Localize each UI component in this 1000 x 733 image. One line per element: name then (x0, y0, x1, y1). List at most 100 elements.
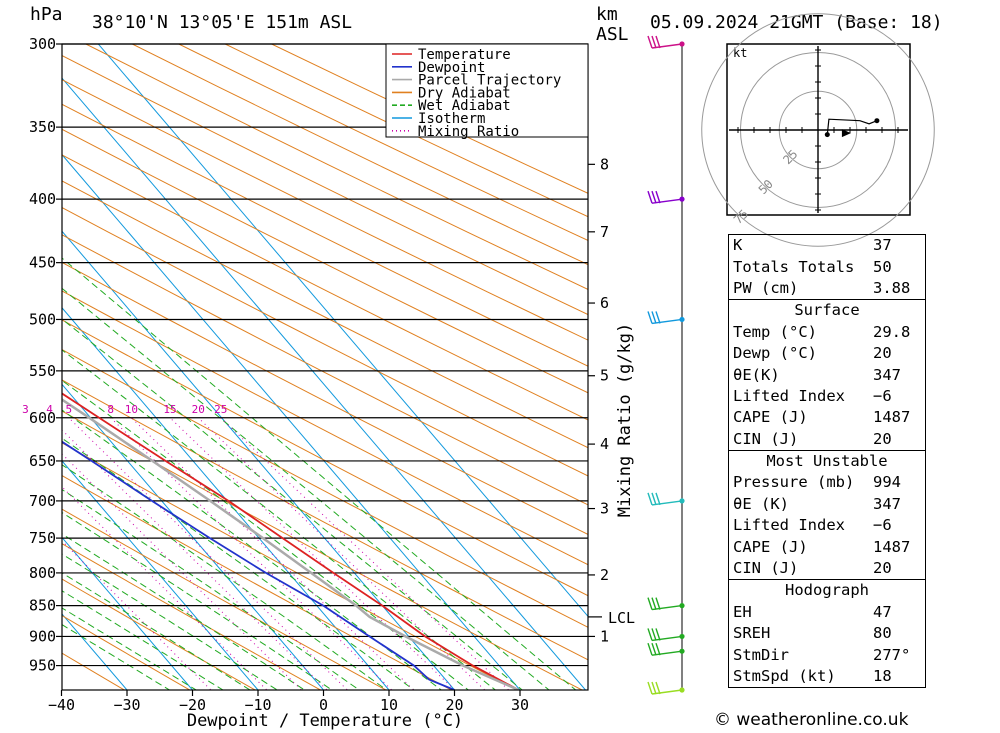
legend-entry: Mixing Ratio (418, 124, 519, 140)
index-value: −6 (869, 385, 926, 408)
pressure-label: 500 (29, 310, 56, 328)
wind-barb-flag (651, 597, 657, 610)
wind-barb (647, 492, 685, 506)
index-value: 29.8 (869, 321, 926, 343)
pressure-label: 700 (29, 492, 56, 510)
legend-entry: Isotherm (418, 111, 485, 127)
mixing-ratio-line (62, 453, 303, 690)
index-value: 994 (869, 472, 926, 494)
wet-adiabat-line (62, 553, 279, 690)
km-label: 2 (600, 566, 609, 584)
index-row: PW (cm) 3.88 (728, 277, 926, 300)
mixing-ratio-label: 5 (65, 403, 72, 416)
mixing-ratio-line (169, 417, 456, 690)
wet-adiabat-line (62, 287, 550, 690)
isotherm-line (97, 44, 588, 618)
index-label: StmSpd (kt) (728, 665, 869, 689)
index-value: 20 (869, 342, 926, 365)
index-value: 47 (869, 601, 926, 624)
wind-barb-shaft (651, 650, 683, 656)
index-row: CAPE (J) 1487 (728, 407, 926, 429)
index-row: Temp (°C) 29.8 (728, 321, 926, 343)
index-row: SREH 80 (728, 623, 926, 645)
dry-adiabat-line (224, 44, 588, 218)
mixing-ratio-label: 20 (192, 403, 205, 416)
hodograph-section: Hodograph (728, 579, 926, 602)
hodograph-start-point (824, 132, 830, 138)
wind-barb-shaft (651, 604, 683, 611)
datetime-title: 05.09.2024 21GMT (Base: 18) (650, 12, 943, 33)
index-label: Pressure (mb) (728, 472, 869, 494)
hodograph-unit: kt (733, 46, 747, 60)
index-value: 18 (869, 665, 926, 689)
wind-barb (647, 190, 685, 204)
index-label: Dewp (°C) (728, 342, 869, 365)
mixing-ratio-line (131, 417, 415, 690)
wind-barb-flag (651, 35, 657, 49)
wind-barb-flag (655, 642, 661, 656)
index-value: 80 (869, 623, 926, 645)
wet-adiabat-line (62, 590, 224, 690)
mixing-ratio-labels: 12345810152025 (22, 403, 227, 416)
wind-barb-flag (647, 642, 653, 656)
wind-barb-flag (651, 311, 657, 324)
wind-barb-flag (655, 190, 661, 204)
isotherm-line (62, 383, 324, 690)
isotherm-line (62, 153, 521, 690)
index-row: Totals Totals 50 (728, 256, 926, 278)
wind-barb-flag (651, 190, 657, 204)
index-label: Lifted Index (728, 515, 869, 537)
index-value: 1487 (869, 536, 926, 558)
wind-barb-flag (647, 311, 653, 324)
dry-adiabat-line (62, 614, 191, 690)
surface-section: Surface (728, 299, 926, 322)
index-row: θE (K) 347 (728, 493, 926, 516)
index-value: 3.88 (869, 277, 926, 300)
temperature-label: 30 (511, 696, 529, 714)
km-label: 3 (600, 500, 609, 518)
isotherm-line (62, 77, 586, 690)
pressure-label: 850 (29, 597, 56, 615)
temperature-label: 10 (380, 696, 398, 714)
indices-table: K 37 Totals Totals 50 PW (cm) 3.88 Surface Temp… (728, 234, 926, 689)
wet-adiabat-line (62, 572, 251, 690)
km-label: 4 (600, 435, 609, 453)
pressure-label: 600 (29, 409, 56, 427)
index-row: Pressure (mb) 994 (728, 472, 926, 494)
index-label: θE (K) (728, 493, 869, 516)
index-value: 50 (869, 256, 926, 278)
legend-entry: Parcel Trajectory (418, 73, 561, 89)
wind-barb-flag (651, 628, 657, 641)
index-label: CAPE (J) (728, 407, 869, 429)
index-label: CIN (J) (728, 428, 869, 451)
temperature-label: 20 (445, 696, 463, 714)
wind-barb-flag (655, 492, 661, 506)
index-label: SREH (728, 623, 869, 645)
pressure-unit-label: hPa (30, 4, 63, 25)
wind-barb-flag (655, 597, 661, 610)
index-row: Lifted Index −6 (728, 385, 926, 408)
index-label: Totals Totals (728, 256, 869, 278)
index-value: 1487 (869, 407, 926, 429)
isotherm-line (62, 536, 193, 690)
index-row: StmDir 277° (728, 644, 926, 666)
index-row: CIN (J) 20 (728, 557, 926, 580)
wind-barb-flag (647, 681, 653, 695)
copyright: © weatheronline.co.uk (714, 710, 909, 730)
legend-entry: Temperature (418, 47, 511, 63)
mixing-ratio-axis-title: Mixing Ratio (g/kg) (615, 323, 635, 517)
wind-barb-flag (651, 642, 657, 656)
wind-barb-flag (647, 597, 653, 610)
index-label: θE(K) (728, 364, 869, 386)
dry-adiabat-line (62, 508, 387, 690)
plot-frame (61, 43, 589, 691)
index-label: Lifted Index (728, 385, 869, 408)
pressure-label: 750 (29, 529, 56, 547)
index-label: EH (728, 601, 869, 624)
